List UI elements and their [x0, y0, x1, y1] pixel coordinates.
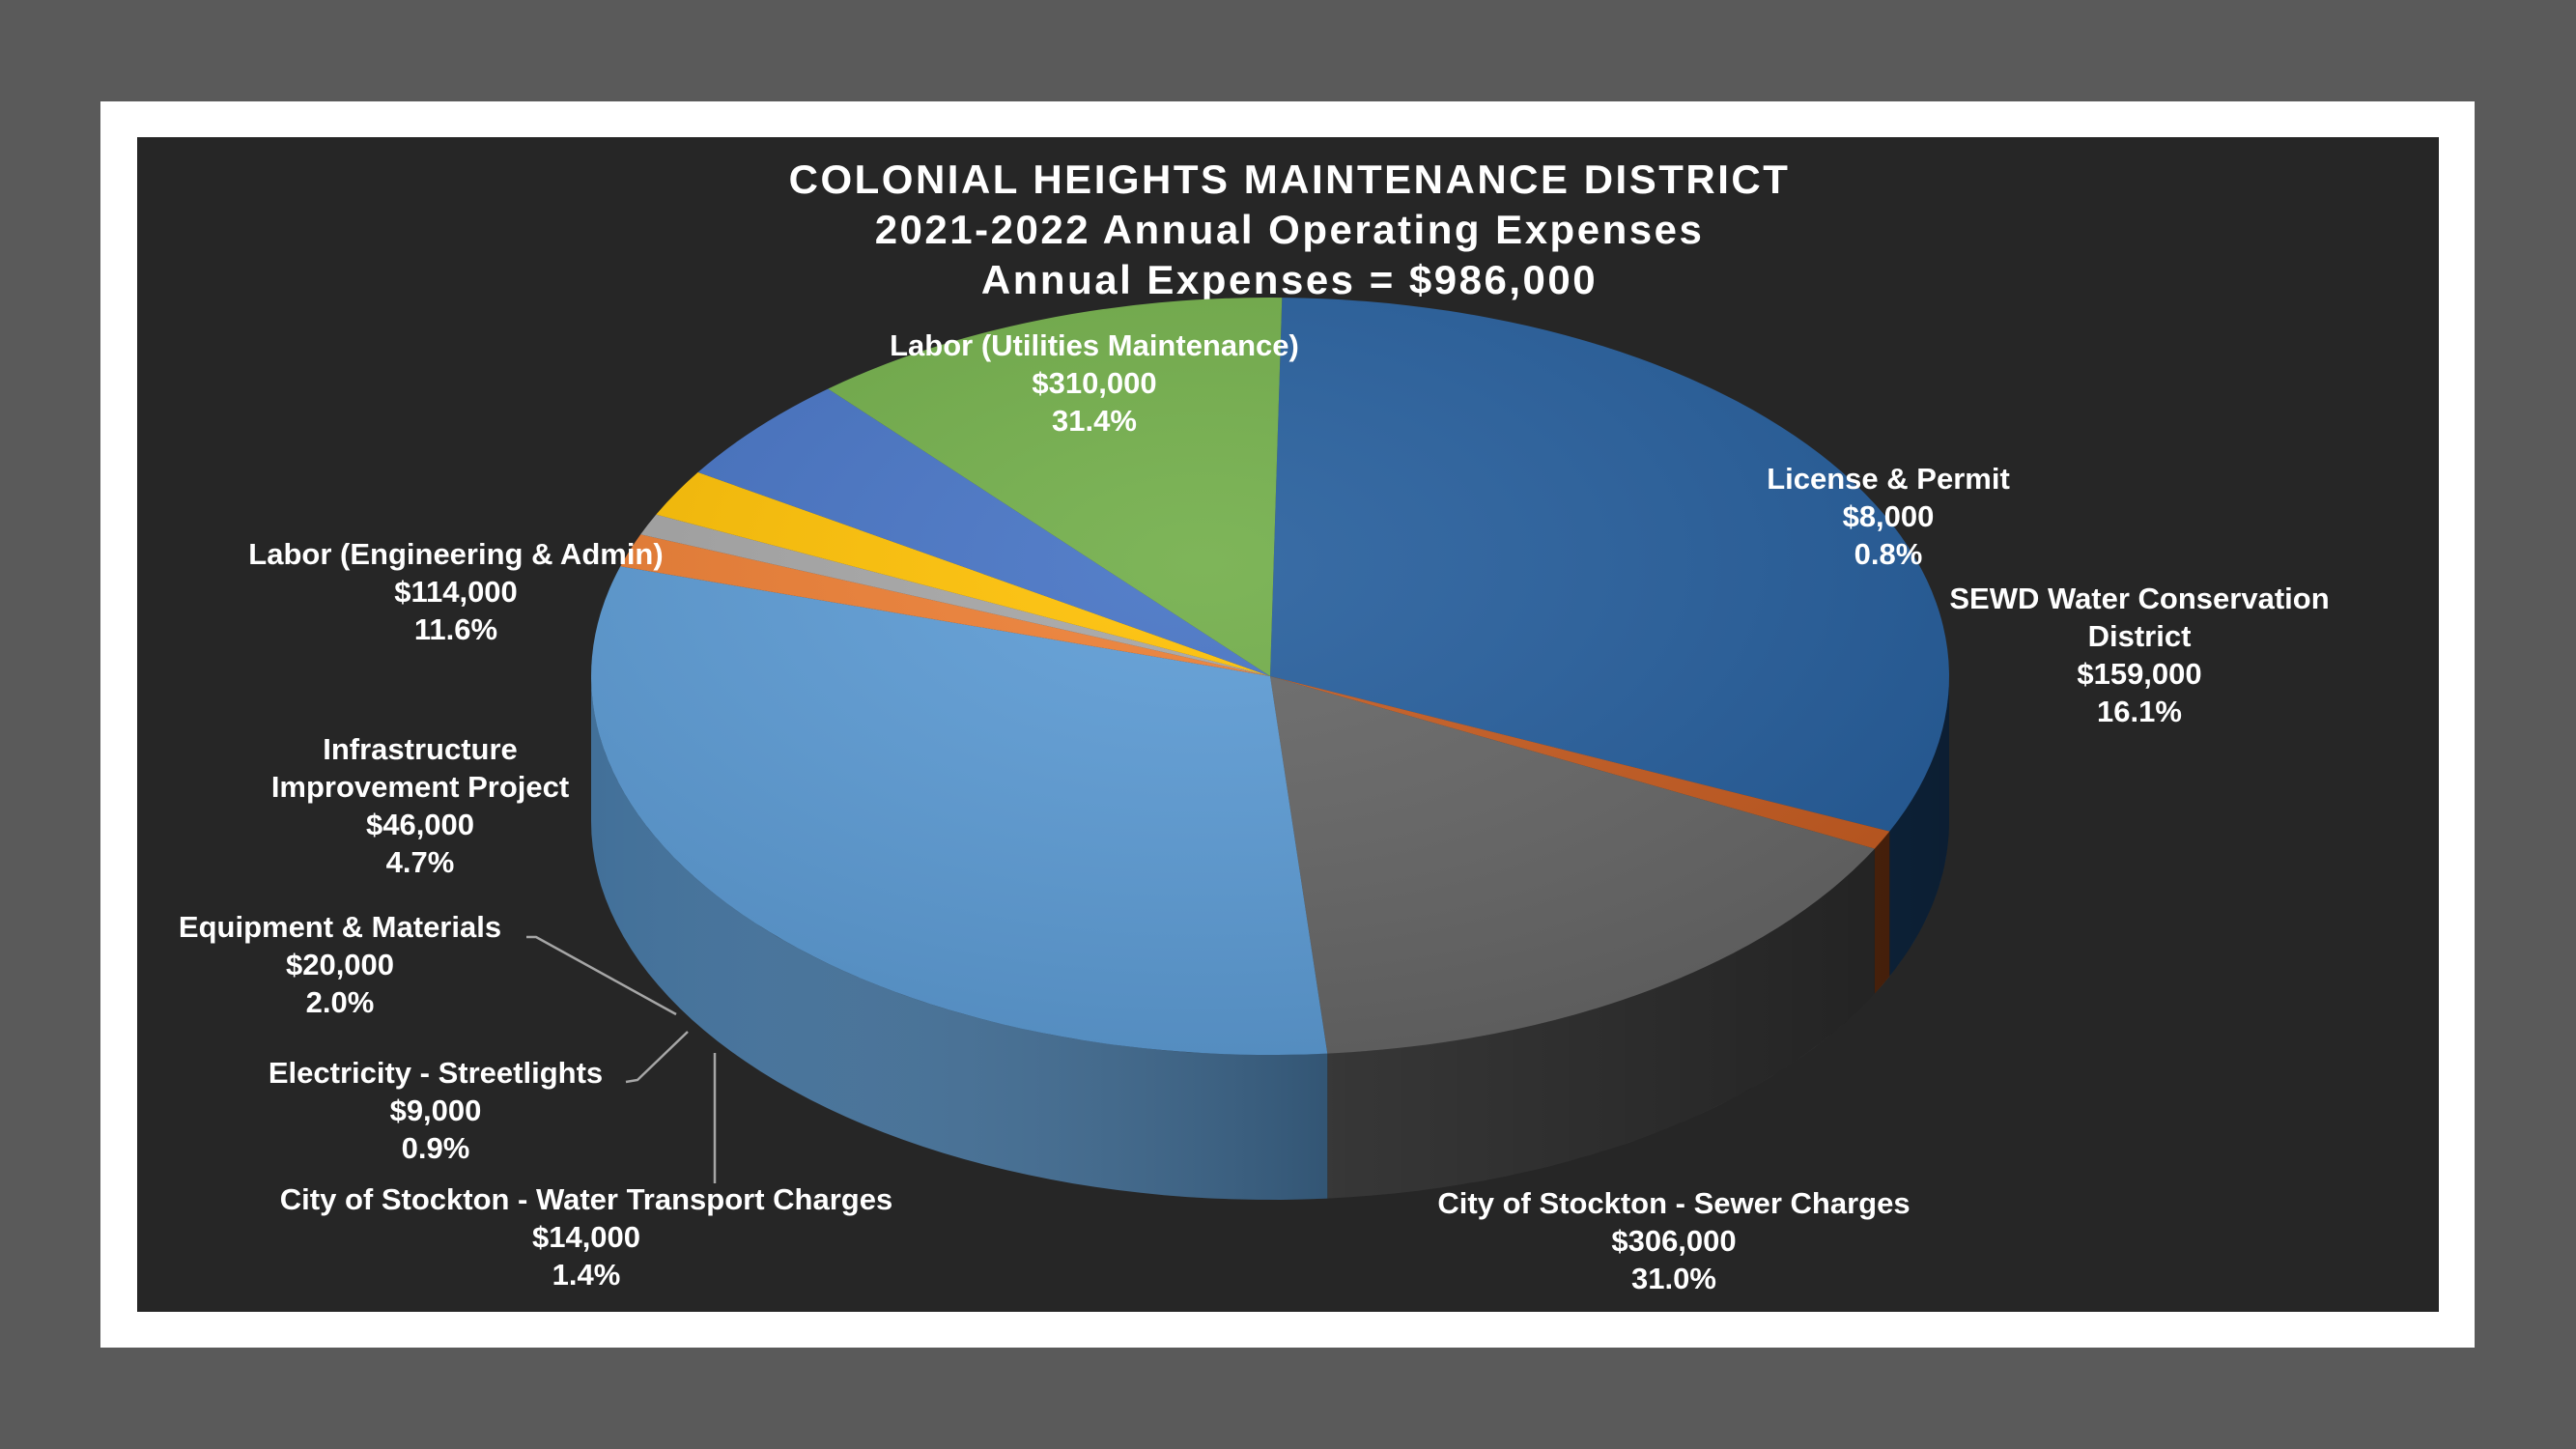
label-license-permit-percent: 0.8% [1854, 537, 1923, 571]
label-labor-engineering-admin-value: $114,000 [394, 575, 518, 609]
label-equipment-materials-name-1: Equipment & Materials [179, 910, 501, 944]
label-electricity-streetlights-percent: 0.9% [402, 1131, 470, 1165]
label-city-of-stockton-water-transport-charges-value: $14,000 [532, 1220, 640, 1254]
pie-sides [591, 676, 1949, 1200]
label-labor-utilities-maintenance-value: $310,000 [1032, 366, 1156, 400]
leader-lines [526, 935, 717, 1183]
pie-top-shading [591, 298, 1949, 1055]
label-city-of-stockton-sewer-charges-percent: 31.0% [1631, 1262, 1716, 1295]
data-labels: Labor (Utilities Maintenance) $310,000 31.… [179, 328, 2330, 1295]
label-labor-utilities-maintenance-name-1: Labor (Utilities Maintenance) [890, 328, 1299, 362]
label-electricity-streetlights-name-1: Electricity - Streetlights [269, 1056, 603, 1090]
label-labor-engineering-admin-name-1: Labor (Engineering & Admin) [248, 537, 663, 571]
label-infrastructure-improvement-project-value: $46,000 [366, 808, 474, 841]
label-city-of-stockton-sewer-charges-name-1: City of Stockton - Sewer Charges [1437, 1186, 1910, 1220]
label-city-of-stockton-water-transport-charges-percent: 1.4% [552, 1258, 621, 1292]
label-license-permit-name-1: License & Permit [1767, 462, 2010, 496]
label-equipment-materials-value: $20,000 [286, 948, 394, 981]
pie-top [591, 298, 1949, 1055]
label-infrastructure-improvement-project-name-2: Improvement Project [271, 770, 569, 804]
label-license-permit-value: $8,000 [1843, 499, 1935, 533]
chart-title-line-2: 2021-2022 Annual Operating Expenses [875, 207, 1705, 252]
leader-line-electricity [625, 1031, 689, 1084]
label-sewd-water-conservation-district-percent: 16.1% [2097, 695, 2182, 728]
label-city-of-stockton-sewer-charges-value: $306,000 [1611, 1224, 1736, 1258]
label-sewd-water-conservation-district-value: $159,000 [2077, 657, 2201, 691]
label-city-of-stockton-water-transport-charges-name-1: City of Stockton - Water Transport Charg… [280, 1182, 892, 1216]
chart-title-line-3: Annual Expenses = $986,000 [981, 257, 1598, 302]
label-sewd-water-conservation-district-name-1: SEWD Water Conservation [1949, 582, 2329, 615]
label-infrastructure-improvement-project-name-1: Infrastructure [323, 732, 518, 766]
label-infrastructure-improvement-project-percent: 4.7% [386, 845, 455, 879]
label-labor-utilities-maintenance-percent: 31.4% [1052, 404, 1137, 438]
chart-title-line-1: COLONIAL HEIGHTS MAINTENANCE DISTRICT [789, 156, 1791, 202]
pie-side-shading [591, 676, 1949, 1200]
label-labor-engineering-admin-percent: 11.6% [414, 612, 497, 646]
label-sewd-water-conservation-district-name-2: District [2088, 619, 2192, 653]
label-equipment-materials-percent: 2.0% [306, 985, 375, 1019]
leader-line-equipment [526, 935, 677, 1016]
label-electricity-streetlights-value: $9,000 [390, 1094, 482, 1127]
